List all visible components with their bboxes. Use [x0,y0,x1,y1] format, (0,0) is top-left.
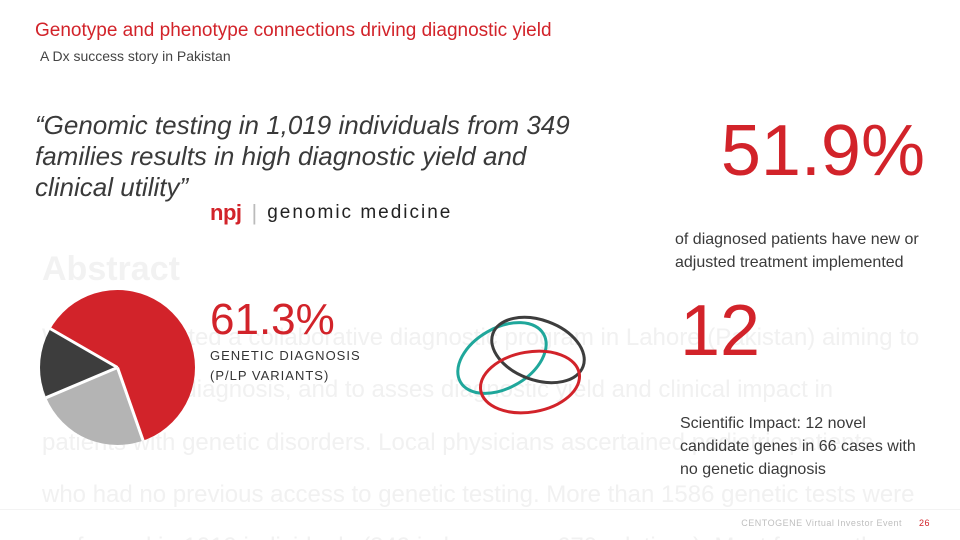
pie-caption-line1: GENETIC DIAGNOSIS [210,347,361,365]
pie-caption-line2: (P/LP VARIANTS) [210,367,361,385]
journal-brand: npj [210,200,242,226]
footer: CENTOGENE Virtual Investor Event 26 [741,518,930,528]
stat-2-caption: Scientific Impact: 12 novel candidate ge… [680,412,930,482]
pie-percent: 61.3% [210,295,361,345]
page-title: Genotype and phenotype connections drivi… [35,20,552,42]
venn-diagram [430,290,630,430]
stat-1-value: 51.9% [721,110,925,192]
pull-quote: “Genomic testing in 1,019 individuals fr… [35,110,595,204]
slide: Genotype and phenotype connections drivi… [0,0,960,540]
stat-2-value: 12 [680,290,760,372]
footer-event: CENTOGENE Virtual Investor Event [741,518,902,528]
pie-label-block: 61.3% GENETIC DIAGNOSIS (P/LP VARIANTS) [210,295,361,385]
footer-rule [0,509,960,510]
stat-1-caption: of diagnosed patients have new or adjust… [675,228,925,274]
pie-separators-icon [40,290,195,445]
divider-icon: | [252,200,258,226]
journal-name: genomic medicine [267,202,452,224]
journal-citation: npj | genomic medicine [210,200,452,226]
page-subtitle: A Dx success story in Pakistan [40,48,231,64]
pie-chart [40,290,195,445]
page-number: 26 [919,518,930,528]
